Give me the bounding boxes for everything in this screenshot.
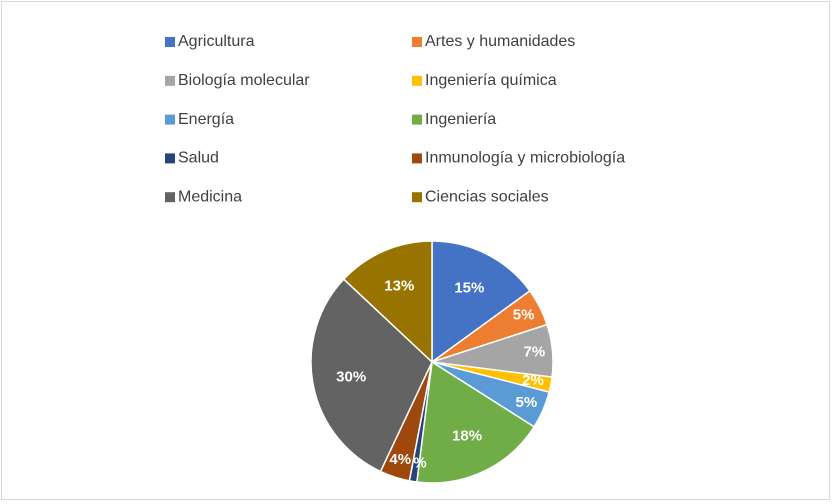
legend-label: Inmunología y microbiología bbox=[425, 150, 625, 167]
pie-slice bbox=[342, 240, 433, 364]
pie-slice bbox=[415, 360, 536, 484]
legend-label: Energía bbox=[178, 111, 234, 128]
legend-label: Salud bbox=[178, 150, 219, 167]
pie-slice bbox=[310, 278, 433, 473]
legend-swatch bbox=[412, 192, 422, 203]
legend-label: Agricultura bbox=[178, 33, 255, 50]
pie-slice bbox=[431, 240, 531, 364]
data-label: 2% bbox=[522, 372, 544, 389]
legend-swatch bbox=[412, 153, 422, 164]
legend-label: Ingeniería bbox=[425, 111, 496, 128]
data-label: 4% bbox=[389, 451, 411, 468]
data-label: 13% bbox=[384, 277, 414, 294]
legend-swatch bbox=[165, 192, 175, 203]
legend-label: Ingeniería química bbox=[425, 72, 557, 89]
legend-swatch bbox=[412, 114, 422, 125]
legend-swatch bbox=[165, 114, 175, 125]
data-label: 30% bbox=[336, 368, 366, 385]
data-label: 5% bbox=[513, 306, 535, 323]
legend-label: Artes y humanidades bbox=[425, 33, 575, 50]
data-label: 7% bbox=[524, 343, 546, 360]
legend-label: Biología molecular bbox=[178, 72, 310, 89]
legend-swatch bbox=[412, 75, 422, 86]
legend-label: Ciencias sociales bbox=[425, 188, 549, 205]
legend-swatch bbox=[165, 153, 175, 164]
data-label: 15% bbox=[454, 280, 484, 297]
legend-swatch bbox=[412, 37, 422, 47]
data-label: 18% bbox=[452, 427, 482, 444]
legend-label: Medicina bbox=[178, 188, 242, 205]
legend-swatch bbox=[165, 37, 175, 47]
legend-swatch bbox=[165, 75, 175, 86]
data-label: 5% bbox=[516, 394, 538, 411]
